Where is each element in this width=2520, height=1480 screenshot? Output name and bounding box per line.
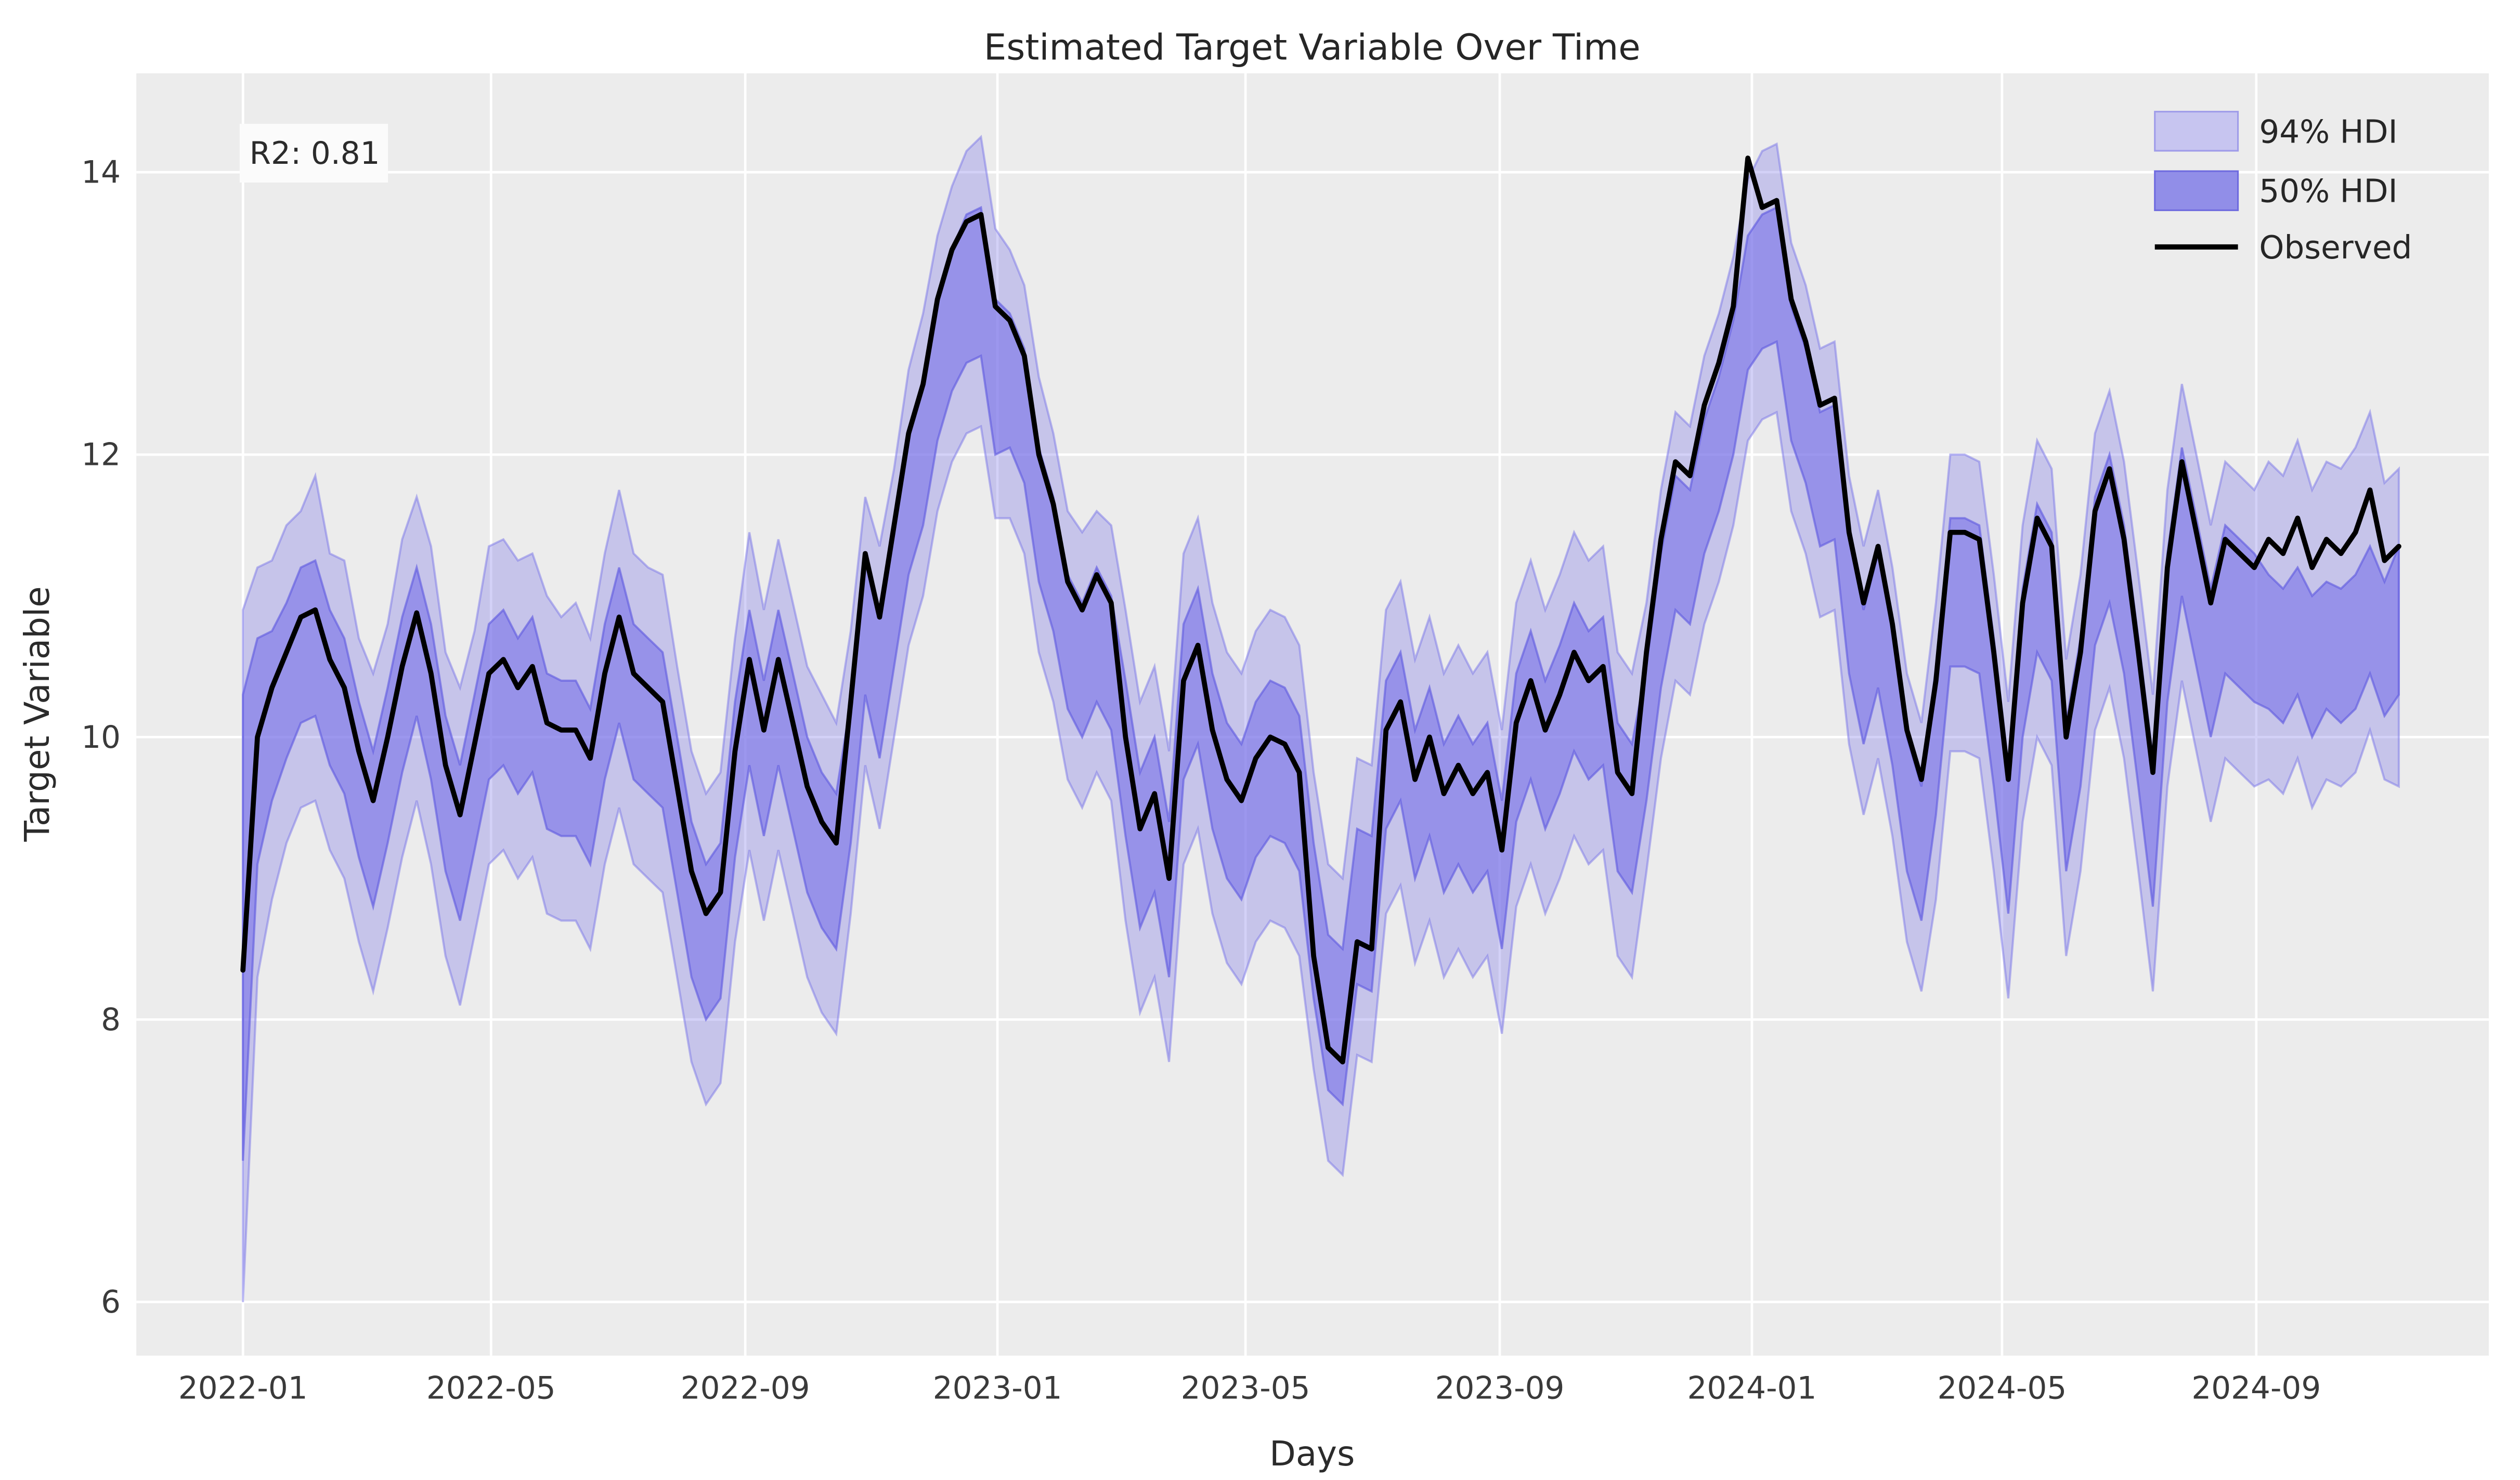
x-axis-label: Days (1269, 1434, 1355, 1474)
x-tick-label: 2023-01 (933, 1370, 1062, 1406)
y-tick-label: 8 (101, 1002, 121, 1038)
y-tick-label: 12 (81, 437, 121, 473)
x-tick-label: 2023-05 (1181, 1370, 1310, 1406)
x-tick-label: 2022-05 (426, 1370, 556, 1406)
x-tick-label: 2023-09 (1435, 1370, 1565, 1406)
legend-label-observed: Observed (2259, 229, 2412, 266)
r2-annotation-box (239, 124, 388, 183)
legend-swatch-94-hdi (2154, 111, 2239, 152)
y-tick-label: 6 (101, 1284, 121, 1320)
r2-annotation: R2: 0.81 (239, 124, 388, 183)
y-tick-labels: 6 8 10 12 14 (81, 155, 121, 1321)
x-tick-label: 2024-05 (1938, 1370, 2067, 1406)
x-tick-label: 2022-01 (178, 1370, 308, 1406)
legend-swatch-50-hdi (2154, 170, 2239, 211)
x-tick-label: 2024-01 (1687, 1370, 1817, 1406)
y-tick-label: 14 (81, 155, 121, 191)
y-axis-label: Target Variable (17, 586, 57, 842)
legend-label-50-hdi: 50% HDI (2259, 173, 2397, 210)
x-tick-label: 2024-09 (2191, 1370, 2321, 1406)
legend-label-94-hdi: 94% HDI (2259, 113, 2397, 150)
observed-line (240, 155, 2401, 1064)
x-tick-labels: 2022-01 2022-05 2022-09 2023-01 2023-05 2023-… (178, 1370, 2321, 1406)
hdi-50-band (242, 205, 2400, 1161)
chart-title: Estimated Target Variable Over Time (984, 27, 1641, 68)
r2-annotation-text: R2: 0.81 (250, 136, 380, 172)
y-tick-label: 10 (81, 720, 121, 756)
x-tick-label: 2022-09 (681, 1370, 810, 1406)
legend: 94% HDI 50% HDI Observed (2154, 111, 2412, 266)
